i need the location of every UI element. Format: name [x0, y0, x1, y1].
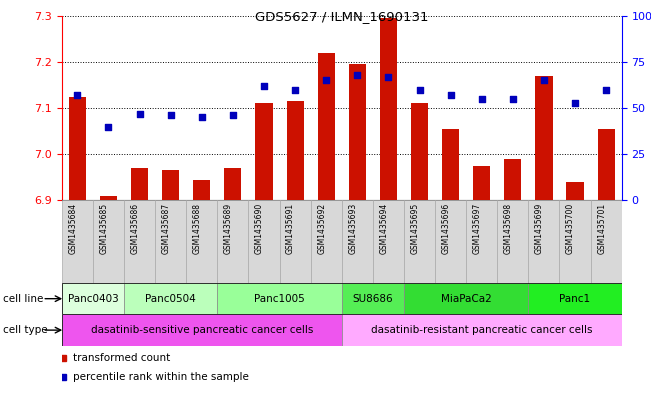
Bar — [62, 314, 342, 346]
Bar — [535, 76, 553, 200]
Bar — [529, 283, 622, 314]
Text: GSM1435697: GSM1435697 — [473, 203, 482, 254]
Text: GSM1435685: GSM1435685 — [100, 203, 109, 254]
Bar — [93, 200, 124, 283]
Text: GSM1435693: GSM1435693 — [348, 203, 357, 254]
Bar — [342, 283, 404, 314]
Point — [259, 83, 270, 89]
Point — [352, 72, 363, 78]
Text: MiaPaCa2: MiaPaCa2 — [441, 294, 492, 304]
Text: GSM1435694: GSM1435694 — [380, 203, 389, 254]
Bar — [131, 168, 148, 200]
Text: GSM1435695: GSM1435695 — [411, 203, 419, 254]
Text: GSM1435691: GSM1435691 — [286, 203, 295, 254]
Point — [539, 77, 549, 83]
Bar — [69, 97, 86, 200]
Text: GSM1435692: GSM1435692 — [317, 203, 326, 254]
Bar — [124, 200, 155, 283]
Text: GSM1435696: GSM1435696 — [441, 203, 450, 254]
Bar — [249, 200, 279, 283]
Bar — [505, 159, 521, 200]
Bar — [373, 200, 404, 283]
Text: Panc1005: Panc1005 — [254, 294, 305, 304]
Text: GSM1435698: GSM1435698 — [504, 203, 513, 254]
Point — [477, 95, 487, 102]
Point — [414, 86, 424, 93]
Point — [104, 123, 114, 130]
Bar — [404, 283, 529, 314]
Text: Panc0403: Panc0403 — [68, 294, 118, 304]
Text: Panc1: Panc1 — [559, 294, 590, 304]
Bar — [217, 200, 249, 283]
Point — [445, 92, 456, 98]
Point — [321, 77, 331, 83]
Bar — [566, 182, 583, 200]
Text: GSM1435684: GSM1435684 — [68, 203, 77, 254]
Bar — [193, 180, 210, 200]
Bar — [217, 283, 342, 314]
Bar — [590, 200, 622, 283]
Point — [228, 112, 238, 119]
Bar — [62, 283, 124, 314]
Text: GSM1435689: GSM1435689 — [224, 203, 233, 254]
Bar — [342, 200, 373, 283]
Text: cell type: cell type — [3, 325, 48, 335]
Bar — [411, 103, 428, 200]
Bar — [349, 64, 366, 200]
Text: GSM1435687: GSM1435687 — [161, 203, 171, 254]
Text: GSM1435686: GSM1435686 — [131, 203, 139, 254]
Bar — [342, 314, 622, 346]
Bar — [124, 283, 217, 314]
Point — [383, 73, 394, 80]
Text: GSM1435701: GSM1435701 — [597, 203, 606, 254]
Point — [165, 112, 176, 119]
Text: GSM1435700: GSM1435700 — [566, 203, 575, 254]
Bar — [598, 129, 615, 200]
Point — [601, 86, 611, 93]
Text: percentile rank within the sample: percentile rank within the sample — [73, 372, 249, 382]
Text: dasatinib-resistant pancreatic cancer cells: dasatinib-resistant pancreatic cancer ce… — [371, 325, 592, 335]
Bar — [442, 129, 459, 200]
Bar — [186, 200, 217, 283]
Point — [290, 86, 300, 93]
Text: GSM1435688: GSM1435688 — [193, 203, 202, 254]
Bar — [225, 168, 242, 200]
Point — [508, 95, 518, 102]
Bar — [529, 200, 559, 283]
Bar — [404, 200, 435, 283]
Bar — [497, 200, 529, 283]
Point — [570, 99, 580, 106]
Bar — [466, 200, 497, 283]
Point — [134, 110, 145, 117]
Text: GSM1435690: GSM1435690 — [255, 203, 264, 254]
Bar — [318, 53, 335, 200]
Text: Panc0504: Panc0504 — [145, 294, 196, 304]
Text: transformed count: transformed count — [73, 353, 171, 363]
Text: GDS5627 / ILMN_1690131: GDS5627 / ILMN_1690131 — [255, 10, 428, 23]
Bar — [100, 196, 117, 200]
Bar — [155, 200, 186, 283]
Bar — [473, 166, 490, 200]
Bar — [559, 200, 590, 283]
Bar — [279, 200, 311, 283]
Bar — [286, 101, 303, 200]
Text: cell line: cell line — [3, 294, 44, 304]
Bar — [435, 200, 466, 283]
Text: dasatinib-sensitive pancreatic cancer cells: dasatinib-sensitive pancreatic cancer ce… — [90, 325, 313, 335]
Text: GSM1435699: GSM1435699 — [535, 203, 544, 254]
Bar — [62, 200, 93, 283]
Text: SU8686: SU8686 — [353, 294, 393, 304]
Point — [72, 92, 83, 98]
Bar — [380, 18, 397, 200]
Bar — [311, 200, 342, 283]
Point — [197, 114, 207, 120]
Bar — [255, 103, 273, 200]
Bar — [162, 171, 179, 200]
